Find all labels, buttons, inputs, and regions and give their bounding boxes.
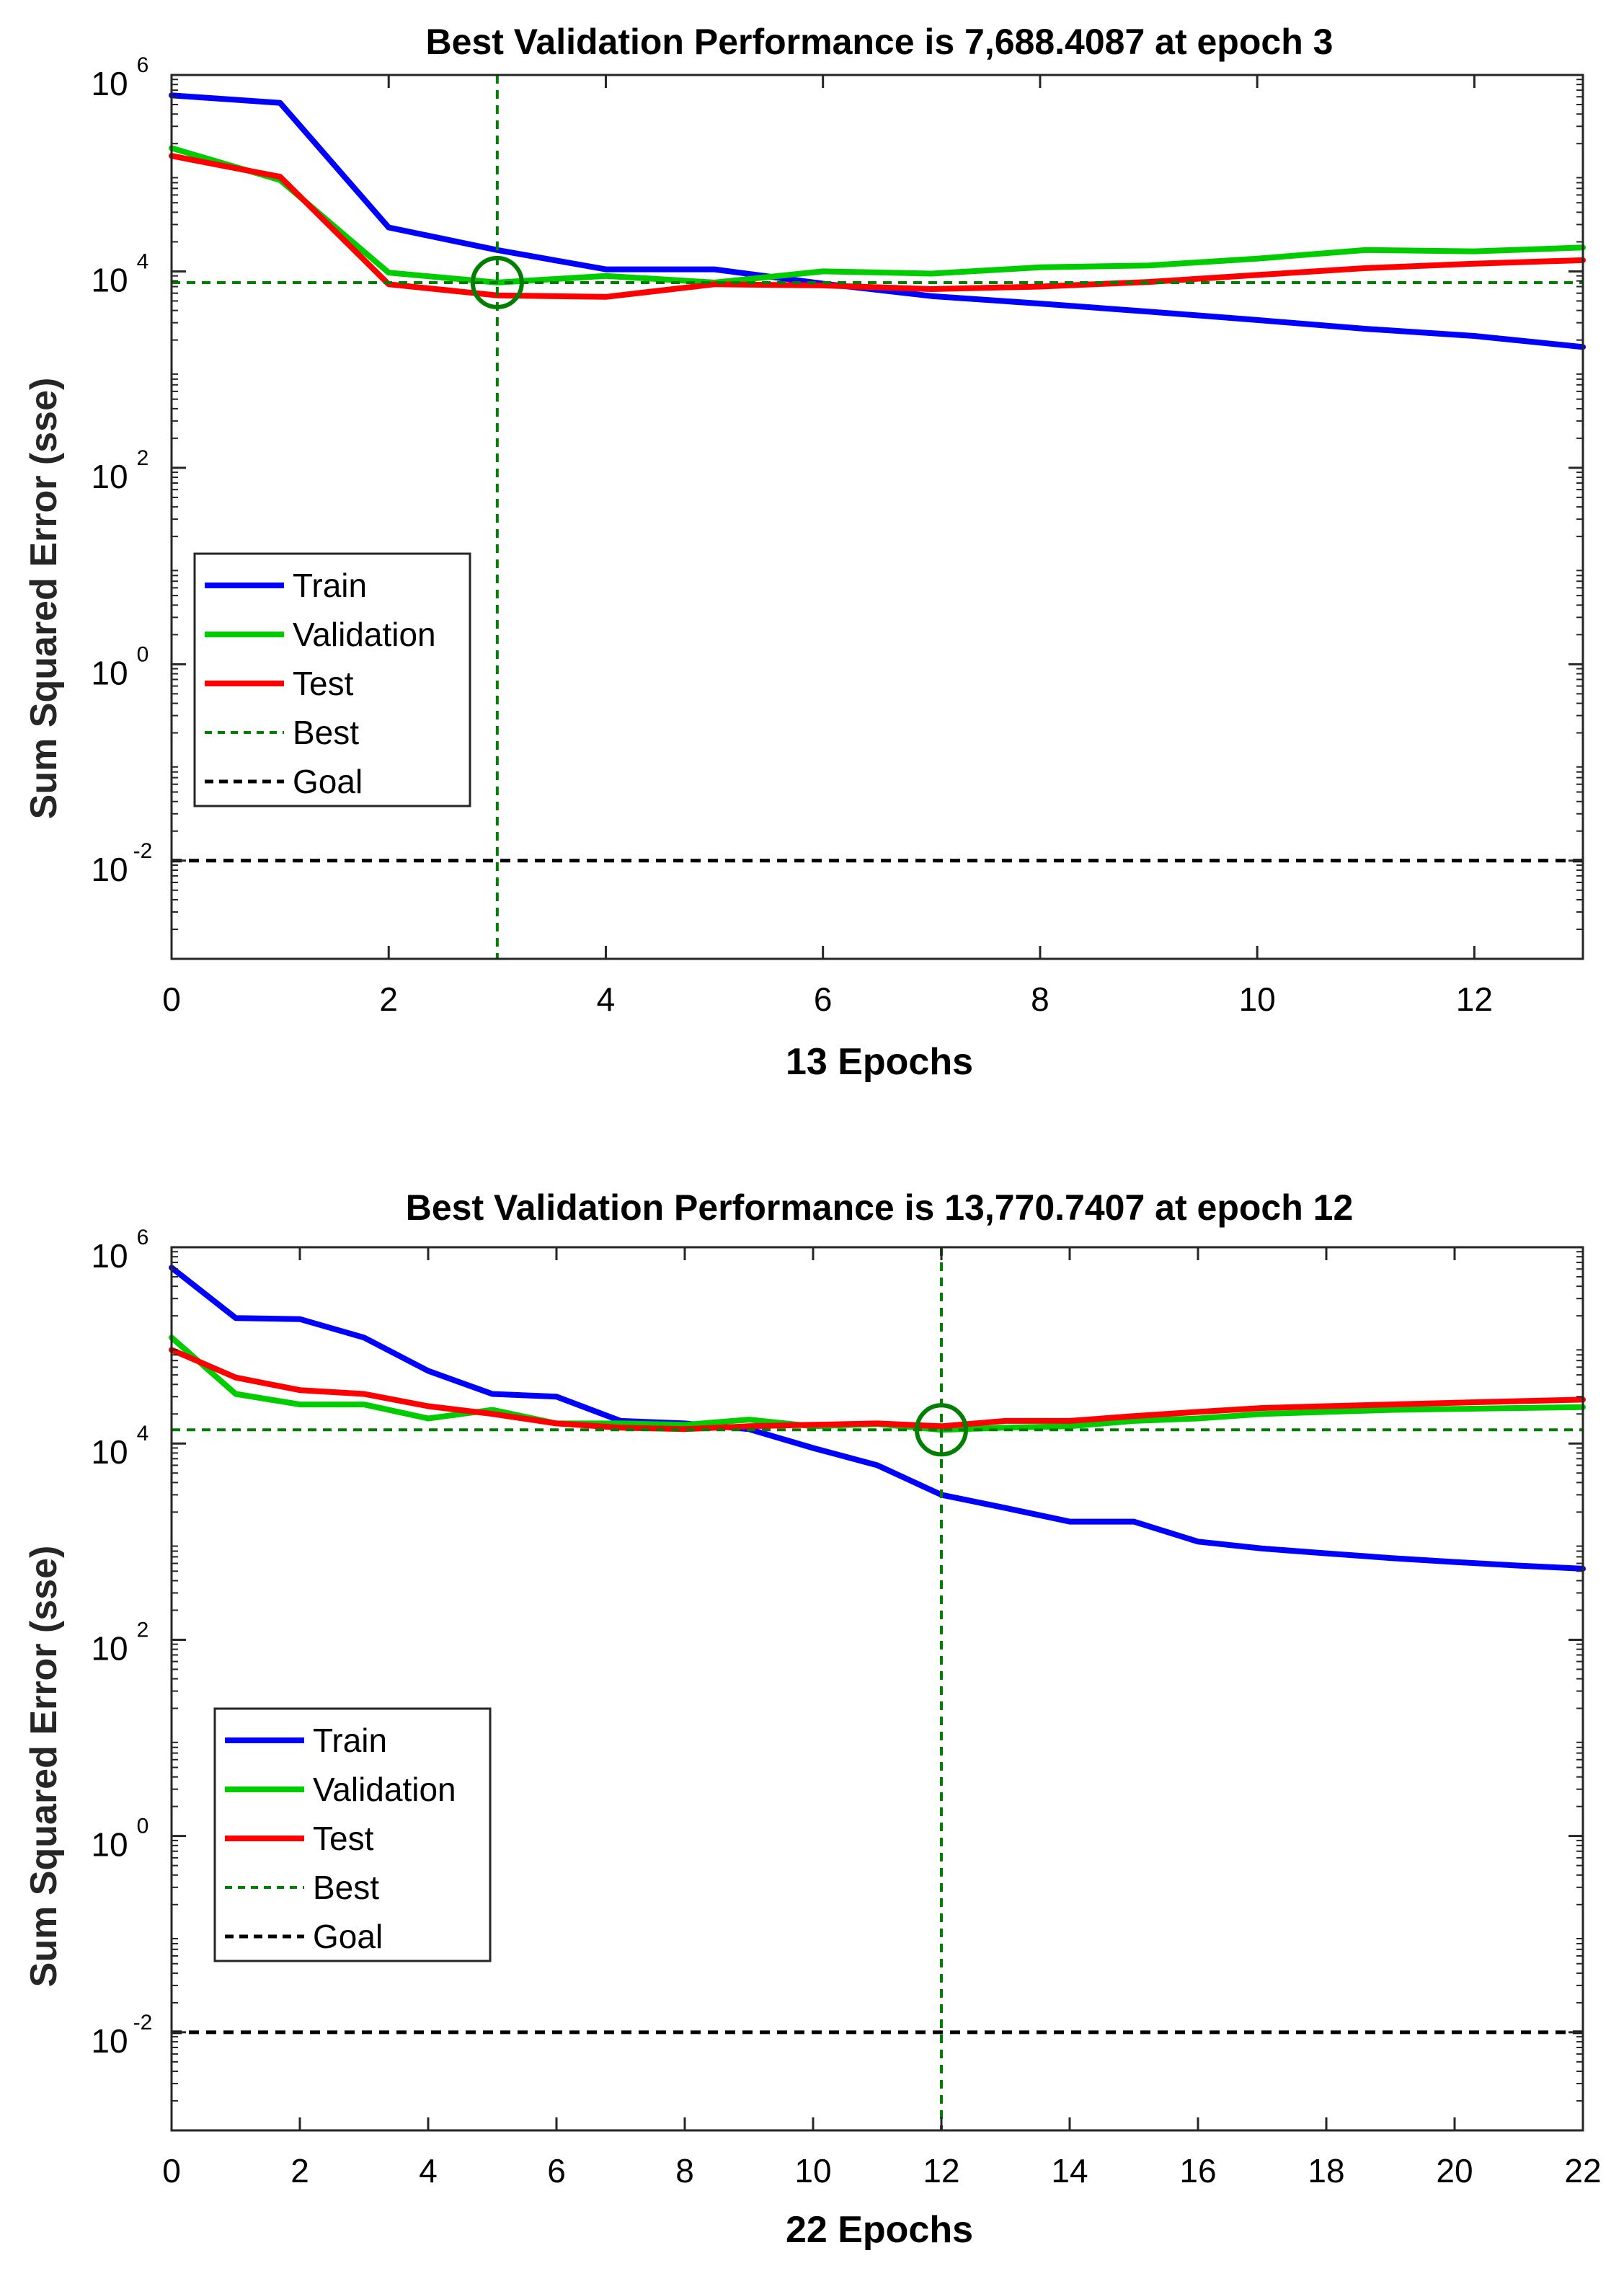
chart-1-y-tick-label: 10 0 <box>91 642 148 691</box>
chart-2-x-tick-label: 4 <box>419 2152 438 2190</box>
chart-2-y-tick-label: 10 6 <box>91 1226 148 1275</box>
chart-2-x-tick-label: 10 <box>794 2152 831 2190</box>
chart-2-x-tick-label: 22 <box>1564 2152 1601 2190</box>
chart-1-legend-label-validation: Validation <box>293 616 436 653</box>
chart-2-y-tick-label-exponent: 0 <box>137 1815 149 1838</box>
chart-1-y-tick-label: 10 6 <box>91 53 148 102</box>
chart-1-legend-label-goal: Goal <box>293 763 363 800</box>
chart-1-y-tick-label-exponent: -2 <box>133 839 153 863</box>
chart-2-y-tick-label-base: 10 <box>91 1826 128 1864</box>
chart-1-y-tick-label-exponent: 6 <box>137 53 149 77</box>
chart-2-legend-label-test: Test <box>313 1820 374 1857</box>
chart-2-x-tick-label: 16 <box>1179 2152 1216 2190</box>
chart-2-y-tick-label-exponent: 2 <box>137 1618 149 1642</box>
chart-1-x-tick-label: 2 <box>379 980 398 1018</box>
chart-2-y-tick-label: 10 0 <box>91 1815 148 1864</box>
chart-1-x-tick-label: 12 <box>1456 980 1493 1018</box>
chart-2-y-tick-label-base: 10 <box>91 1237 128 1275</box>
chart-1-x-tick-label: 10 <box>1239 980 1276 1018</box>
chart-2-title: Best Validation Performance is 13,770.74… <box>406 1187 1354 1228</box>
chart-2-x-tick-label: 0 <box>162 2152 181 2190</box>
chart-2-series-test <box>169 1347 1586 1433</box>
chart-1-legend-label-train: Train <box>293 567 367 604</box>
chart-2-x-tick-label: 12 <box>923 2152 959 2190</box>
chart-2-y-tick-label-exponent: 6 <box>137 1226 149 1249</box>
chart-2-x-tick-label: 8 <box>675 2152 694 2190</box>
chart-1-x-tick-label: 4 <box>597 980 616 1018</box>
chart-1-title: Best Validation Performance is 7,688.408… <box>426 22 1334 62</box>
chart-1-x-tick-label: 6 <box>814 980 833 1018</box>
chart-1: Best Validation Performance is 7,688.408… <box>23 22 1586 1083</box>
chart-2-legend-box <box>213 1707 492 1962</box>
chart-1-y-tick-label-exponent: 2 <box>137 446 149 470</box>
chart-2-legend-label-validation: Validation <box>313 1771 456 1808</box>
chart-1-axes-box <box>170 74 1584 960</box>
chart-1-y-tick-label-exponent: 0 <box>137 642 149 666</box>
chart-1-series-validation <box>169 145 1586 285</box>
chart-2-y-axis-label: Sum Squared Error (sse) <box>23 1546 65 1988</box>
chart-2-x-tick-label: 20 <box>1436 2152 1473 2190</box>
chart-2-y-tick-label-base: 10 <box>91 1433 128 1471</box>
chart-2-legend: Train Validation Test Best Goal <box>213 1707 492 1962</box>
chart-1-y-tick-label-base: 10 <box>91 65 128 102</box>
chart-2-legend-label-goal: Goal <box>313 1918 383 1955</box>
chart-2-y-tick-label: 10 -2 <box>91 2011 152 2060</box>
chart-1-y-tick-label: 10 4 <box>91 249 148 298</box>
chart-2-y-tick-label-exponent: 4 <box>137 1422 149 1445</box>
chart-1-y-tick-label-base: 10 <box>91 458 128 495</box>
chart-1-legend-label-best: Best <box>293 714 359 751</box>
chart-1-y-tick-label-base: 10 <box>91 261 128 298</box>
chart-1-y-tick-label-base: 10 <box>91 654 128 691</box>
chart-1-best-marker <box>470 255 524 309</box>
chart-2-axes-box <box>170 1246 1584 2132</box>
chart-1-y-axis-label: Sum Squared Error (sse) <box>23 378 65 820</box>
chart-2-x-tick-label: 18 <box>1308 2152 1344 2190</box>
chart-2-series-train <box>169 1265 1586 1572</box>
chart-2-x-axis-label: 22 Epochs <box>786 2209 973 2251</box>
chart-1-x-tick-label: 0 <box>162 980 181 1018</box>
chart-2: Best Validation Performance is 13,770.74… <box>23 1187 1602 2251</box>
chart-2-y-tick-label-base: 10 <box>91 1629 128 1667</box>
chart-2-y-tick-label-exponent: -2 <box>133 2011 153 2035</box>
chart-2-legend-label-best: Best <box>313 1869 379 1906</box>
chart-2-x-tick-label: 6 <box>547 2152 566 2190</box>
chart-2-x-tick-label: 14 <box>1051 2152 1088 2190</box>
chart-1-y-tick-label-exponent: 4 <box>137 249 149 273</box>
chart-2-legend-label-train: Train <box>313 1722 387 1759</box>
chart-1-legend-box <box>193 552 471 807</box>
chart-1-series-test <box>169 153 1586 300</box>
chart-1-legend-label-test: Test <box>293 665 354 702</box>
chart-1-y-tick-label-base: 10 <box>91 851 128 888</box>
chart-2-x-tick-label: 2 <box>290 2152 309 2190</box>
chart-2-y-tick-label: 10 2 <box>91 1618 148 1667</box>
chart-1-legend: Train Validation Test Best Goal <box>193 552 471 807</box>
chart-2-y-tick-label-base: 10 <box>91 2022 128 2060</box>
chart-2-y-tick-label: 10 4 <box>91 1422 148 1471</box>
chart-1-x-tick-label: 8 <box>1031 980 1050 1018</box>
chart-1-x-axis-label: 13 Epochs <box>786 1041 973 1083</box>
chart-1-y-tick-label: 10 -2 <box>91 839 152 888</box>
chart-1-y-tick-label: 10 2 <box>91 446 148 495</box>
chart-2-best-marker <box>915 1403 968 1457</box>
